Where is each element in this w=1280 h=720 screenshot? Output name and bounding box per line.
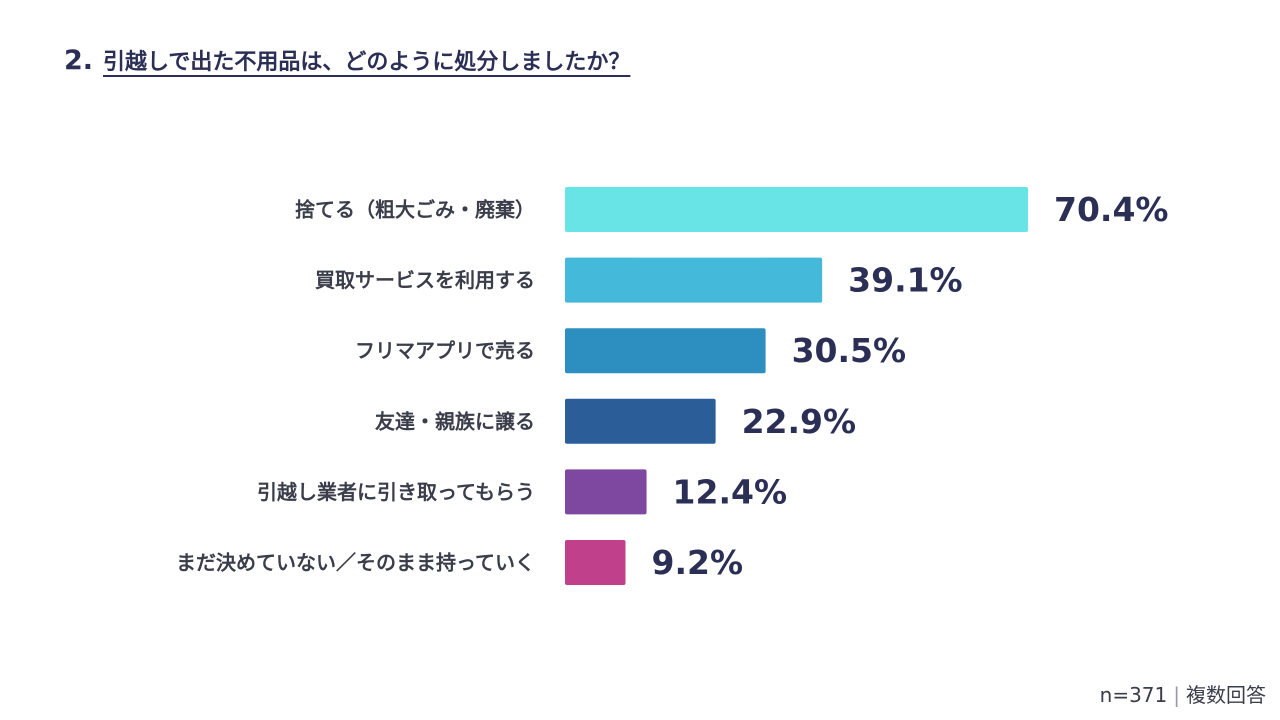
- value-label-1: 70.4%: [1054, 190, 1169, 229]
- bar-3: [565, 328, 766, 374]
- value-label-5: 12.4%: [673, 472, 788, 511]
- value-label-6: 9.2%: [652, 543, 744, 582]
- value-label-2: 39.1%: [848, 261, 963, 300]
- chart-title: 2. 引越しで出た不用品は、どのように処分しましたか？: [64, 44, 630, 76]
- footnote-separator: |: [1173, 683, 1180, 707]
- category-label-5: 引越し業者に引き取ってもらう: [257, 480, 535, 504]
- category-label-6: まだ決めていない／そのまま持っていく: [176, 551, 535, 575]
- footnote: n=371 | 複数回答: [1100, 679, 1266, 708]
- bar-1: [565, 187, 1028, 232]
- bar-6: [565, 540, 626, 585]
- question-text: 引越しで出た不用品は、どのように処分しましたか？: [103, 50, 631, 75]
- category-label-3: フリマアプリで売る: [355, 339, 535, 363]
- bar-2: [565, 257, 823, 303]
- category-label-1: 捨てる（粗大ごみ・廃棄）: [295, 198, 535, 222]
- category-label-2: 買取サービスを利用する: [315, 268, 535, 292]
- category-label-4: 友達・親族に譲る: [375, 409, 535, 433]
- sample-size: n=371: [1099, 683, 1168, 707]
- question-number: 2.: [64, 45, 94, 76]
- response-type-note: 複数回答: [1186, 683, 1266, 707]
- value-label-4: 22.9%: [742, 402, 857, 441]
- bar-4: [565, 398, 716, 444]
- bar-5: [565, 469, 647, 515]
- value-label-3: 30.5%: [792, 331, 907, 370]
